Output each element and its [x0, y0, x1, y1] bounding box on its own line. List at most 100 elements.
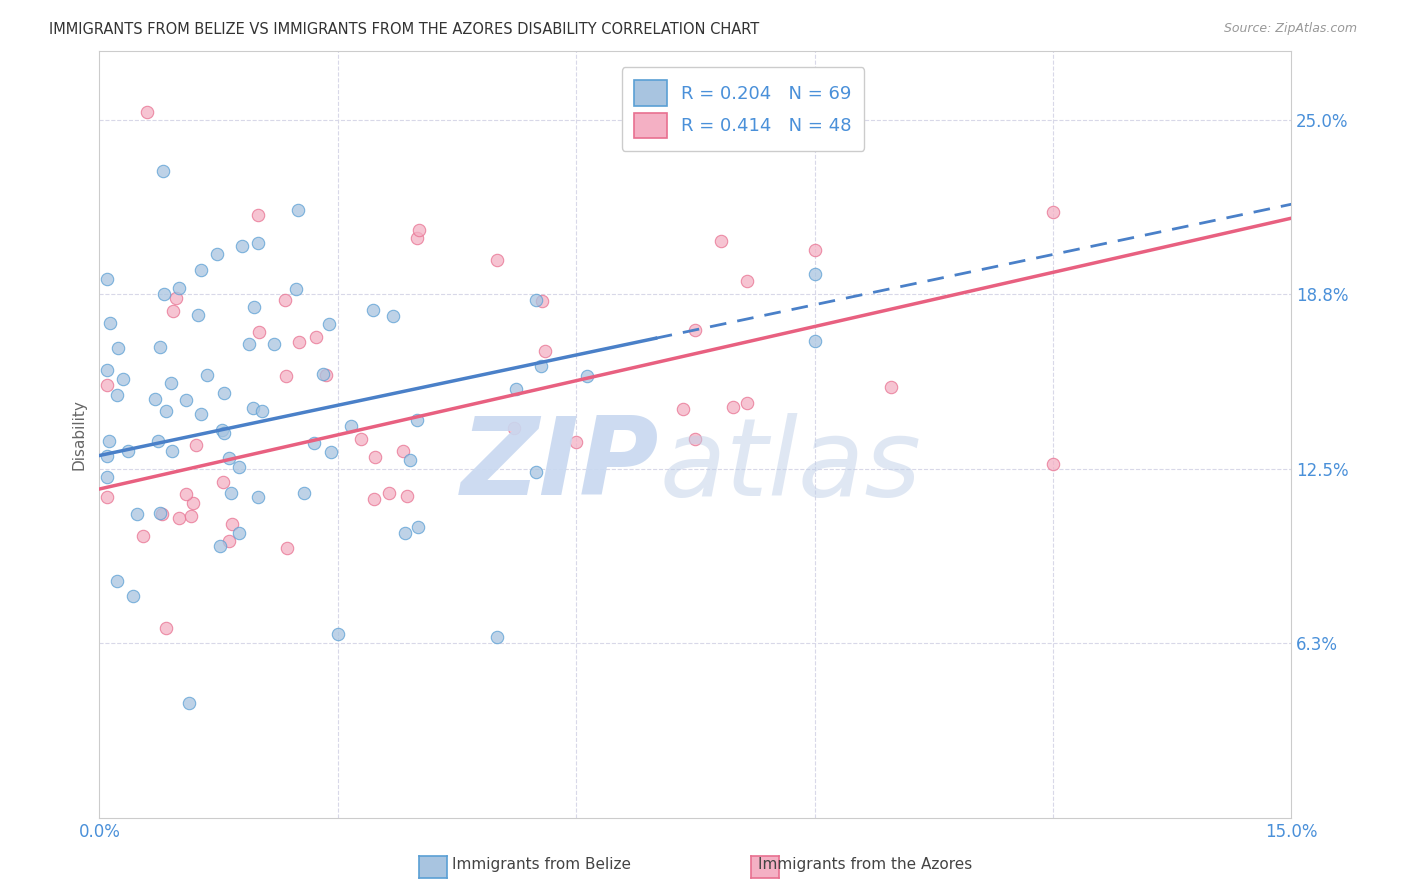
Point — [242, 401, 264, 416]
Point — [181, 495, 204, 509]
Point — [153, 286, 176, 301]
Point — [149, 506, 172, 520]
Point — [96, 271, 118, 285]
Point — [122, 589, 145, 603]
Point — [1042, 205, 1064, 219]
Point — [363, 302, 385, 317]
Point — [96, 490, 118, 504]
Point — [526, 293, 548, 308]
Point — [284, 282, 307, 296]
Point — [685, 323, 707, 337]
Point — [167, 281, 190, 295]
Point — [96, 449, 118, 463]
Point — [184, 438, 207, 452]
Point — [408, 223, 430, 237]
Point — [218, 450, 240, 465]
Text: ZIP: ZIP — [461, 412, 659, 518]
Point — [398, 453, 420, 467]
Point — [148, 340, 170, 354]
Point — [155, 621, 177, 635]
Text: atlas: atlas — [659, 413, 921, 517]
Point — [392, 444, 415, 458]
Point — [735, 274, 758, 288]
Point — [263, 336, 285, 351]
Point — [96, 378, 118, 392]
Text: Immigrants from Belize: Immigrants from Belize — [451, 857, 631, 872]
Point — [105, 387, 128, 401]
Point — [672, 402, 695, 417]
Point — [710, 235, 733, 249]
Point — [394, 525, 416, 540]
Point — [159, 376, 181, 391]
Point — [174, 392, 197, 407]
Point — [406, 231, 429, 245]
Point — [212, 386, 235, 401]
Point — [304, 436, 326, 450]
Point — [349, 432, 371, 446]
Point — [246, 236, 269, 251]
Point — [228, 459, 250, 474]
Point — [287, 335, 309, 350]
Point — [382, 309, 405, 323]
Point — [96, 470, 118, 484]
Point — [339, 419, 361, 434]
Point — [167, 510, 190, 524]
Point — [565, 434, 588, 449]
Point — [125, 507, 148, 521]
Point — [180, 508, 202, 523]
Point — [218, 534, 240, 549]
Point — [152, 163, 174, 178]
Point — [98, 316, 121, 330]
Point — [685, 432, 707, 446]
Point — [505, 383, 527, 397]
Text: Source: ZipAtlas.com: Source: ZipAtlas.com — [1223, 22, 1357, 36]
Point — [190, 407, 212, 421]
Point — [530, 359, 553, 374]
Point — [212, 426, 235, 441]
Point — [274, 369, 297, 384]
Point — [576, 368, 599, 383]
Point — [242, 300, 264, 314]
Point — [111, 372, 134, 386]
Point — [162, 304, 184, 318]
Point — [221, 516, 243, 531]
Point — [531, 293, 554, 308]
Point — [406, 520, 429, 534]
Point — [287, 202, 309, 217]
Point — [132, 529, 155, 543]
Point — [208, 539, 231, 553]
Point — [274, 293, 297, 307]
Text: Immigrants from the Azores: Immigrants from the Azores — [758, 857, 972, 872]
Point — [231, 239, 253, 253]
Point — [228, 525, 250, 540]
Point — [803, 267, 825, 281]
Point — [177, 696, 200, 710]
Point — [305, 330, 328, 344]
Point — [136, 105, 159, 120]
Text: IMMIGRANTS FROM BELIZE VS IMMIGRANTS FROM THE AZORES DISABILITY CORRELATION CHAR: IMMIGRANTS FROM BELIZE VS IMMIGRANTS FRO… — [49, 22, 759, 37]
Point — [503, 421, 526, 435]
Point — [238, 337, 260, 351]
Point — [247, 208, 270, 222]
Point — [364, 450, 387, 465]
Point — [143, 392, 166, 406]
Point — [98, 434, 121, 448]
Legend: R = 0.204   N = 69, R = 0.414   N = 48: R = 0.204 N = 69, R = 0.414 N = 48 — [621, 68, 865, 151]
Point — [247, 325, 270, 339]
Point — [292, 485, 315, 500]
Point — [318, 317, 340, 331]
Point — [146, 434, 169, 448]
Point — [160, 444, 183, 458]
Point — [311, 367, 333, 381]
Point — [406, 413, 429, 427]
Point — [174, 486, 197, 500]
Point — [735, 396, 758, 410]
Point — [526, 465, 548, 479]
Point — [190, 262, 212, 277]
Point — [803, 244, 825, 258]
Point — [721, 400, 744, 414]
Point — [363, 492, 385, 507]
Y-axis label: Disability: Disability — [72, 399, 86, 470]
Point — [803, 334, 825, 348]
Point — [207, 246, 229, 260]
